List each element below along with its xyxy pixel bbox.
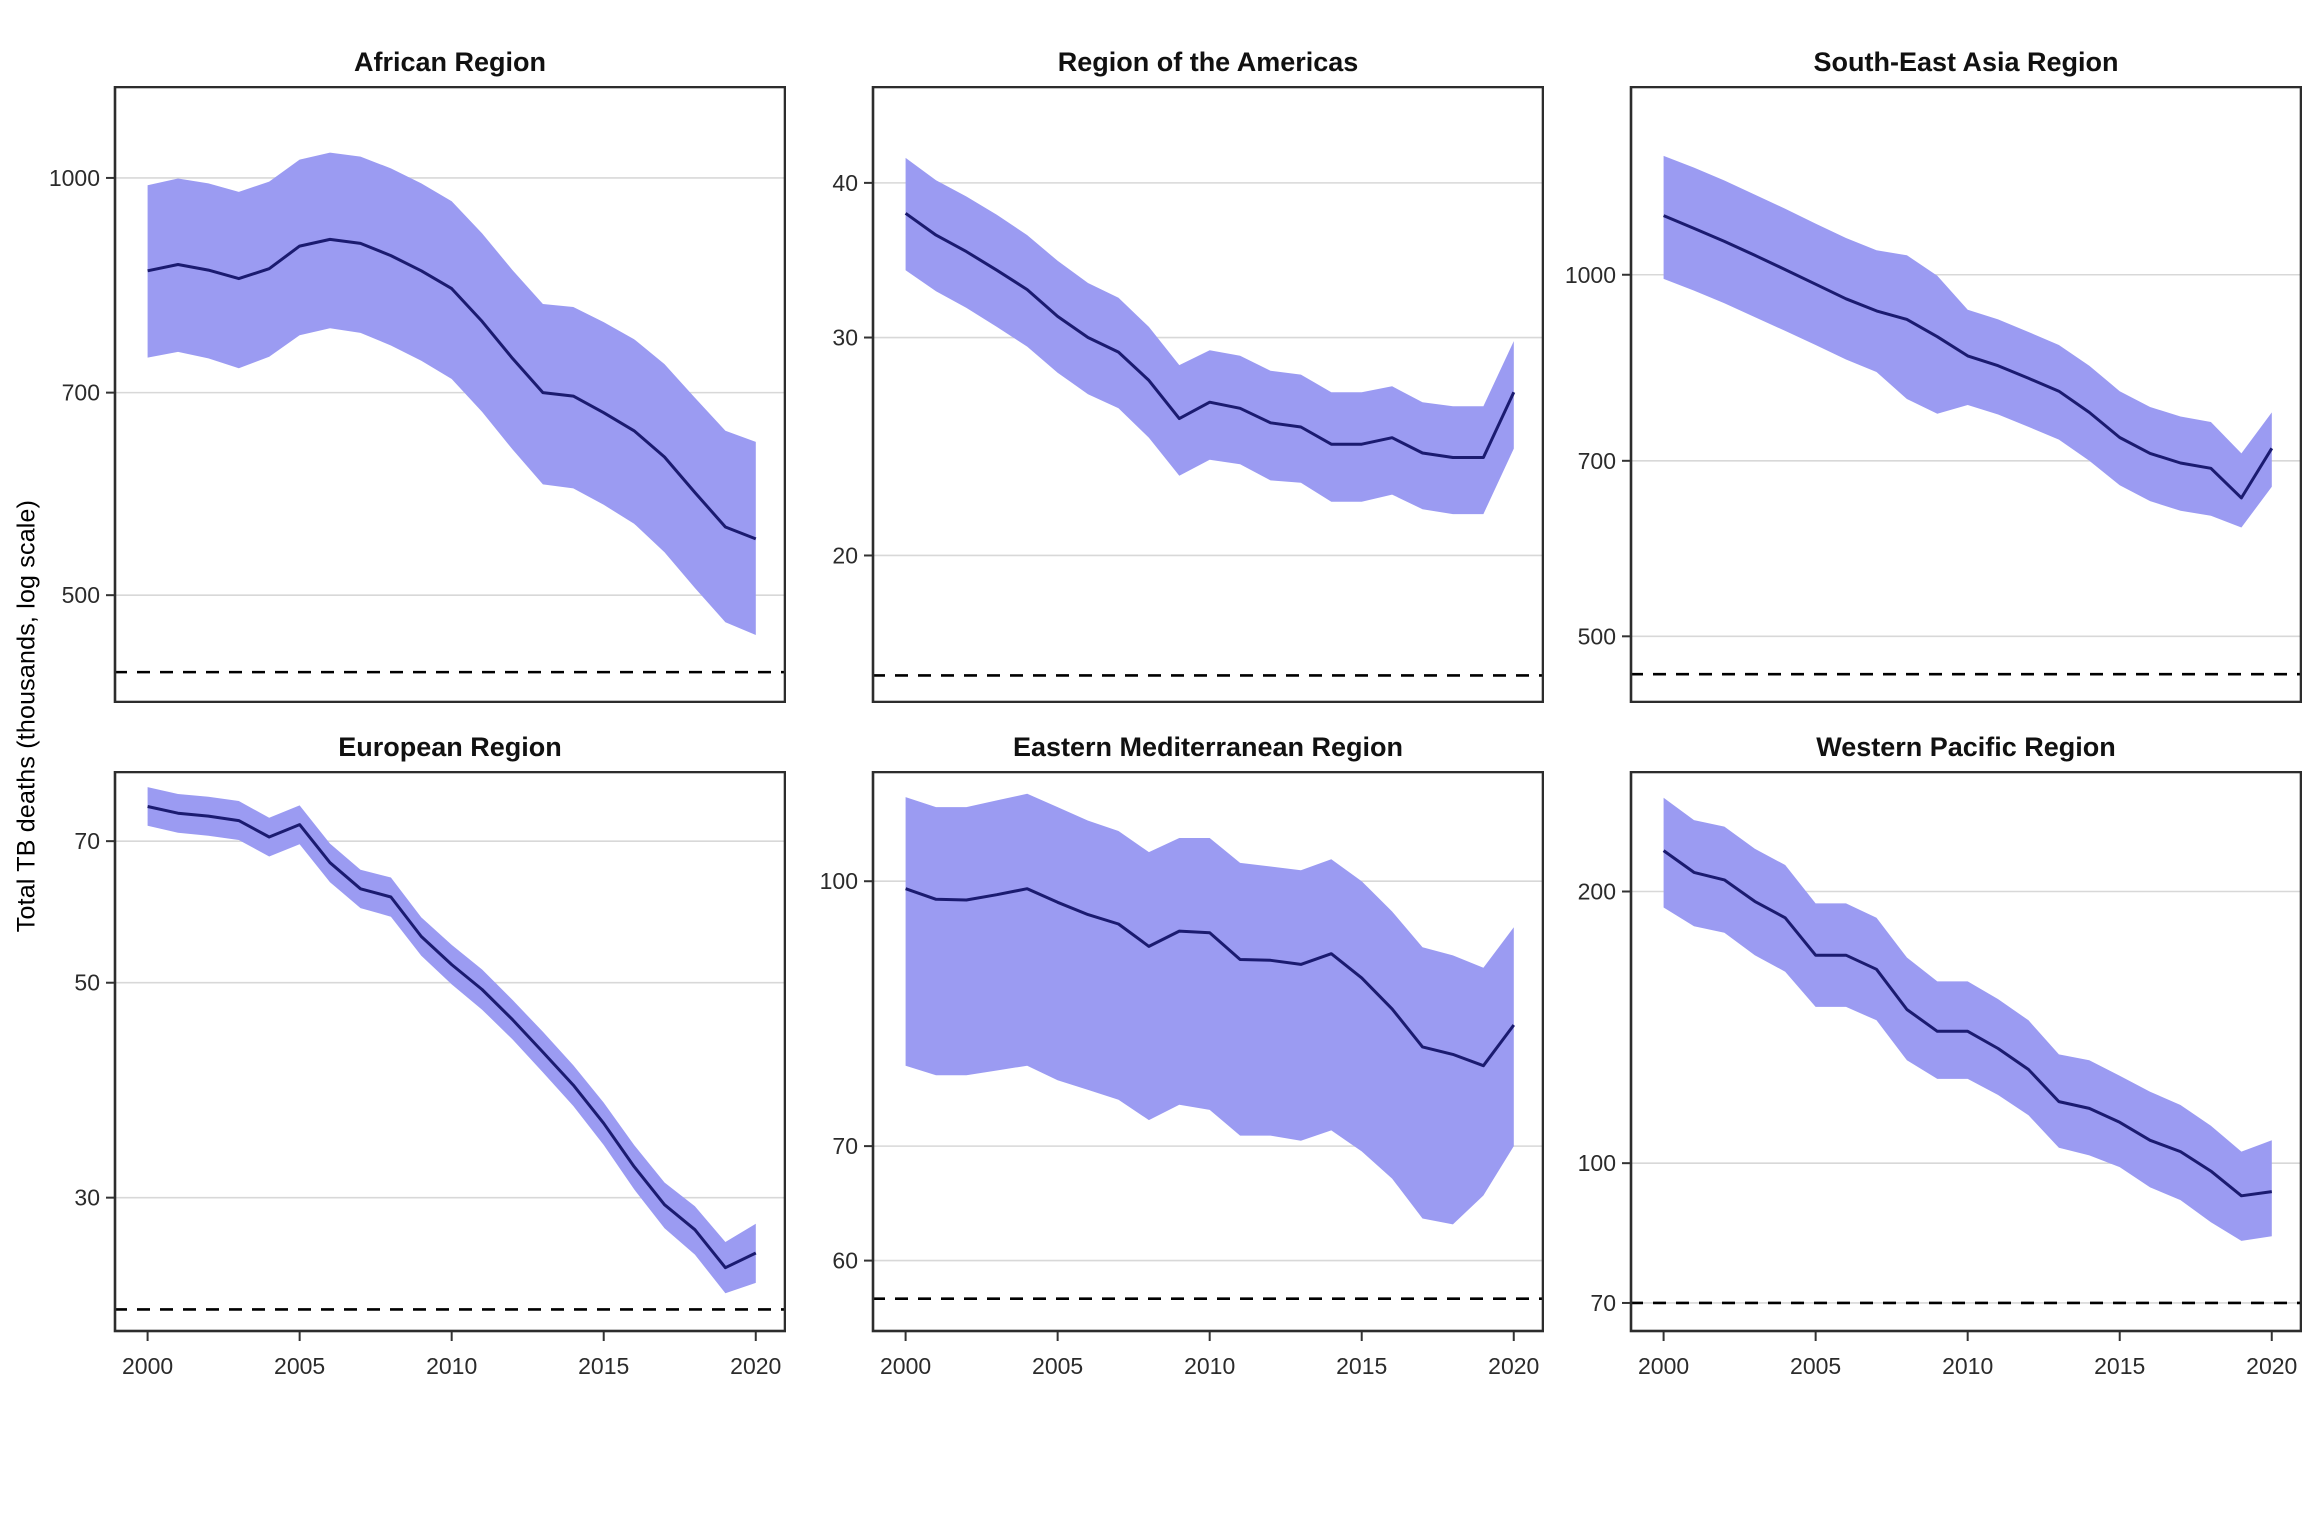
x-tick-label: 2010 <box>1184 1353 1235 1379</box>
facet-european-region: European Region 30 50 70 2000 2005 2010 2015 202… <box>48 727 786 1394</box>
y-tick-label: 50 <box>74 970 100 996</box>
x-tick-label: 2005 <box>274 1353 325 1379</box>
x-tick-label: 2005 <box>1790 1353 1841 1379</box>
confidence-ribbon <box>147 152 756 635</box>
y-tick-label: 30 <box>832 325 858 351</box>
facet-title: African Region <box>353 47 547 77</box>
y-tick-label: 30 <box>74 1185 100 1211</box>
x-tick-label: 2000 <box>122 1353 173 1379</box>
x-tick-label: 2010 <box>1942 1353 1993 1379</box>
panel-border <box>871 771 1544 1333</box>
x-tick-label: 2005 <box>1032 1353 1083 1379</box>
x-tick-label: 2010 <box>426 1353 477 1379</box>
estimate-line <box>1663 214 2274 500</box>
y-tick-label: 500 <box>1578 623 1616 649</box>
facet-panel: 20 30 40 <box>832 86 1544 703</box>
estimate-line <box>147 805 757 1270</box>
x-tick-label: 2000 <box>880 1353 931 1379</box>
confidence-ribbon <box>1663 797 2272 1241</box>
facet-eastern-mediterranean-region: Eastern Mediterranean Region 60 70 100 2000 2… <box>806 727 1544 1394</box>
panel-border <box>871 86 1544 703</box>
y-tick-label: 70 <box>74 828 100 854</box>
confidence-ribbon <box>905 793 1514 1225</box>
facet-grid: African Region 500 700 1000 Region of the Am… <box>48 42 2302 1394</box>
y-tick-label: 200 <box>1578 879 1616 905</box>
x-tick-label: 2020 <box>2246 1353 2297 1379</box>
x-tick-label: 2000 <box>1638 1353 1689 1379</box>
panel-border <box>1629 771 2302 1333</box>
facet-panel: 500 700 1000 <box>1565 86 2302 703</box>
facet-title: South-East Asia Region <box>1813 47 2119 77</box>
facet-panel: 70 100 200 2000 2005 2010 2015 2020 <box>1578 771 2302 1379</box>
estimate-line <box>1662 849 2273 1198</box>
y-tick-label: 700 <box>1578 448 1616 474</box>
confidence-ribbon <box>147 787 756 1294</box>
y-tick-label: 1000 <box>1565 262 1616 288</box>
x-tick-label: 2020 <box>1488 1353 1539 1379</box>
facet-title: Western Pacific Region <box>1816 732 2116 762</box>
x-tick-label: 2020 <box>730 1353 781 1379</box>
facet-panel: 60 70 100 2000 2005 2010 2015 2020 <box>820 771 1544 1379</box>
estimate-line <box>905 887 1516 1068</box>
y-tick-label: 100 <box>820 868 858 894</box>
y-tick-label: 60 <box>832 1248 858 1274</box>
estimate-line <box>147 237 757 541</box>
y-tick-label: 20 <box>832 542 858 568</box>
y-tick-label: 700 <box>62 380 100 406</box>
x-tick-label: 2015 <box>578 1353 629 1379</box>
facet-western-pacific-region: Western Pacific Region 70 100 200 2000 2005 20… <box>1564 727 2302 1394</box>
confidence-ribbon <box>905 157 1514 515</box>
facet-title: Eastern Mediterranean Region <box>1012 732 1404 762</box>
facet-african-region: African Region 500 700 1000 <box>48 42 786 703</box>
panel-border <box>1629 86 2302 703</box>
panel-border <box>113 771 786 1333</box>
panel-border <box>113 86 786 703</box>
x-tick-label: 2015 <box>2094 1353 2145 1379</box>
y-tick-label: 40 <box>832 170 858 196</box>
facet-south-east-asia-region: South-East Asia Region 500 700 1000 <box>1564 42 2302 703</box>
y-tick-label: 1000 <box>49 165 100 191</box>
y-tick-label: 70 <box>1590 1290 1616 1316</box>
x-tick-label: 2015 <box>1336 1353 1387 1379</box>
confidence-ribbon <box>1663 155 2272 528</box>
estimate-line <box>904 212 1516 459</box>
facet-region-of-the-americas: Region of the Americas 20 30 40 <box>806 42 1544 703</box>
y-tick-label: 70 <box>832 1133 858 1159</box>
y-axis-title: Total TB deaths (thousands, log scale) <box>12 499 41 933</box>
y-tick-label: 500 <box>62 582 100 608</box>
facet-panel: 30 50 70 2000 2005 2010 2015 2020 <box>74 771 786 1379</box>
y-tick-label: 100 <box>1578 1150 1616 1176</box>
facet-title: European Region <box>338 732 562 762</box>
facet-title: Region of the Americas <box>1057 47 1359 77</box>
facet-panel: 500 700 1000 <box>49 86 786 703</box>
